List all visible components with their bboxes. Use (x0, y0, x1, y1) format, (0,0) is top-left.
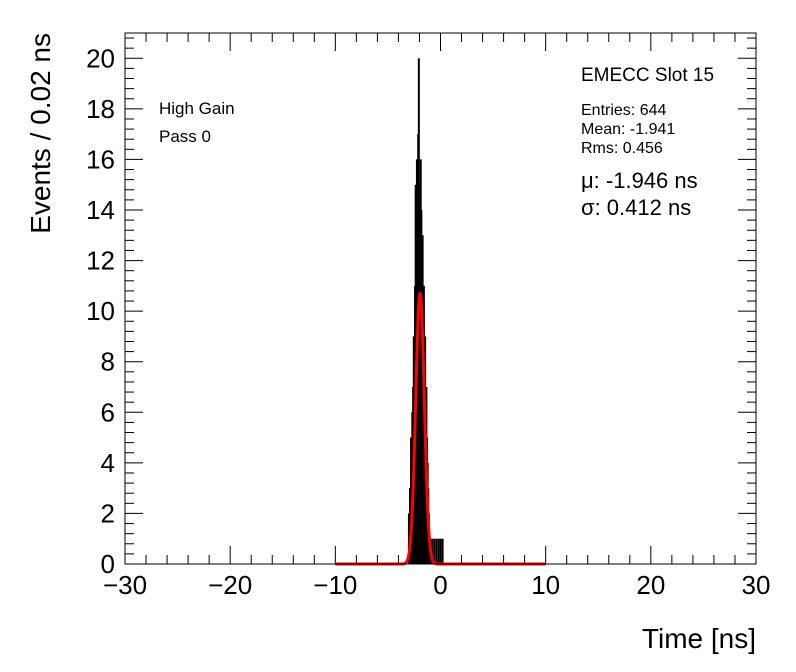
fit-sigma: σ: 0.412 ns (581, 195, 691, 220)
x-tick-label: 30 (742, 570, 771, 600)
x-tick-label: −10 (313, 570, 357, 600)
y-tick-label: 18 (86, 94, 115, 124)
x-tick-label: −20 (208, 570, 252, 600)
x-tick-label: −30 (103, 570, 147, 600)
y-axis-label: Events / 0.02 ns (25, 33, 56, 234)
y-tick-label: 8 (101, 347, 115, 377)
plot-frame (124, 32, 757, 565)
y-axis-ticks: 0 2 4 6 8 10 12 14 16 18 20 (86, 43, 756, 579)
fit-mu: μ: -1.946 ns (581, 168, 698, 193)
y-tick-label: 16 (86, 144, 115, 174)
x-axis-label: Time [ns] (642, 623, 756, 654)
y-tick-label: 2 (101, 498, 115, 528)
x-tick-label: 20 (636, 570, 665, 600)
y-tick-label: 6 (101, 397, 115, 427)
annotation-title: EMECC Slot 15 (581, 65, 714, 86)
y-tick-label: 0 (101, 549, 115, 579)
stats-mean: Mean: -1.941 (581, 121, 675, 138)
minor-ticks (125, 33, 756, 564)
y-tick-label: 14 (86, 195, 115, 225)
annotation-pass: Pass 0 (159, 127, 211, 146)
y-tick-label: 4 (101, 448, 115, 478)
y-tick-label: 20 (86, 43, 115, 73)
x-tick-label: 10 (531, 570, 560, 600)
y-tick-label: 12 (86, 246, 115, 276)
x-tick-label: 0 (433, 570, 447, 600)
stats-entries: Entries: 644 (581, 102, 666, 119)
stats-rms: Rms: 0.456 (581, 140, 663, 157)
x-axis-ticks: −30 −20 −10 0 10 20 30 (103, 33, 771, 600)
y-tick-label: 10 (86, 296, 115, 326)
annotation-high-gain: High Gain (159, 99, 235, 118)
